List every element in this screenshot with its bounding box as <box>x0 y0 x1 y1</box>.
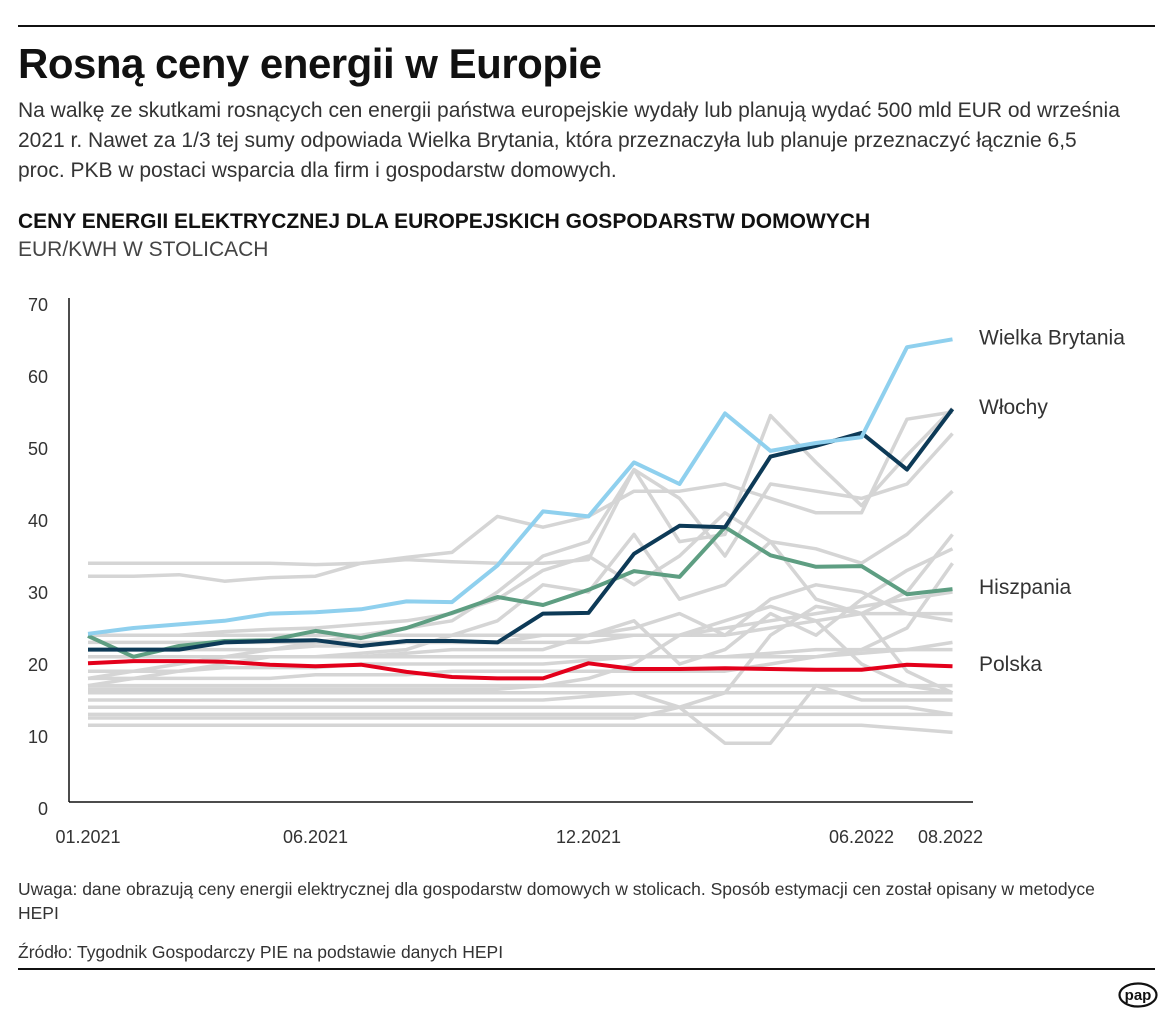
other-country-line <box>88 611 953 637</box>
other-country-line <box>88 604 953 695</box>
x-tick-label: 06.2021 <box>283 827 348 847</box>
y-tick-label: 70 <box>28 295 48 315</box>
other-country-line <box>88 562 954 681</box>
other-country-line <box>88 705 953 717</box>
lead-text: Na walkę ze skutkami rosnących cen energ… <box>18 99 1120 182</box>
y-tick-label: 0 <box>38 799 48 819</box>
other-country-line <box>88 583 953 652</box>
series-label: Włochy <box>979 396 1048 419</box>
other-country-line <box>88 489 954 637</box>
other-country-line <box>88 407 954 567</box>
source-text: Źródło: Tygodnik Gospodarczy PIE na pods… <box>18 942 504 962</box>
chart-subtitle: EUR/KWH W STOLICACH <box>18 238 269 261</box>
pap-logo: pap <box>1118 982 1158 1008</box>
other-country-line <box>88 604 954 720</box>
y-tick-label: 20 <box>28 655 48 675</box>
bottom-rule <box>18 968 1155 970</box>
series-line-wielka-brytania <box>87 337 953 636</box>
x-tick-label: 06.2022 <box>829 827 894 847</box>
series-label: Polska <box>979 653 1042 676</box>
chart-title: CENY ENERGII ELEKTRYCZNEJ DLA EUROPEJSKI… <box>18 210 871 233</box>
page-title: Rosną ceny energii w Europie <box>18 40 602 87</box>
series-label: Hiszpania <box>979 576 1072 599</box>
other-country-line <box>88 410 953 583</box>
series-line-polska <box>87 659 953 681</box>
y-tick-label: 40 <box>28 511 48 531</box>
y-tick-label: 60 <box>28 367 48 387</box>
line-chart: 0 10 20 30 40 50 60 70 01.2021 06.2021 12.2021 06.2… <box>28 295 1125 847</box>
svg-text:pap: pap <box>1125 987 1152 1004</box>
other-country-line <box>88 683 953 745</box>
note-text: Uwaga: dane obrazują ceny energii elektr… <box>18 879 1095 923</box>
x-tick-label: 01.2021 <box>55 827 120 847</box>
top-rule <box>18 25 1155 27</box>
series-label: Wielka Brytania <box>979 326 1125 349</box>
other-country-line <box>88 723 953 735</box>
x-tick-label: 12.2021 <box>556 827 621 847</box>
x-tick-label: 08.2022 <box>918 827 983 847</box>
other-country-line <box>88 647 953 659</box>
y-tick-label: 10 <box>28 727 48 747</box>
y-tick-label: 50 <box>28 439 48 459</box>
y-tick-label: 30 <box>28 583 48 603</box>
series-line-włochy <box>88 407 955 652</box>
